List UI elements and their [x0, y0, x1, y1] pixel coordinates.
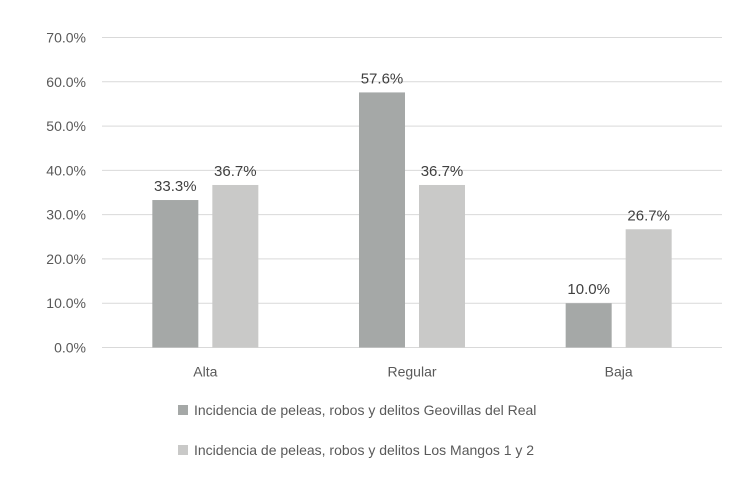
- data-labels: 33.3% 36.7% 57.6% 36.7% 10.0% 26.7%: [154, 70, 670, 298]
- data-label: 10.0%: [567, 281, 610, 298]
- legend: Incidencia de peleas, robos y delitos Ge…: [178, 400, 536, 480]
- data-label: 26.7%: [627, 207, 670, 224]
- gridlines: [102, 37, 722, 348]
- bar-series-1-regular: [359, 92, 405, 348]
- y-tick-label: 10.0%: [46, 295, 86, 311]
- bar-series-2-regular: [419, 184, 465, 348]
- legend-item-series-1: Incidencia de peleas, robos y delitos Ge…: [178, 400, 536, 420]
- category-labels: Alta Regular Baja: [193, 364, 633, 380]
- data-label: 36.7%: [421, 163, 464, 180]
- y-tick-label: 30.0%: [46, 207, 86, 223]
- legend-label-series-2: Incidencia de peleas, robos y delitos Lo…: [194, 442, 535, 458]
- category-label-alta: Alta: [193, 364, 217, 380]
- legend-swatch-series-2: [178, 445, 188, 455]
- y-tick-label: 70.0%: [46, 30, 86, 46]
- legend-item-series-2: Incidencia de peleas, robos y delitos Lo…: [178, 440, 536, 460]
- y-tick-label: 20.0%: [46, 251, 86, 267]
- y-tick-label: 0.0%: [54, 340, 86, 356]
- y-tick-label: 50.0%: [46, 118, 86, 134]
- legend-label-series-1: Incidencia de peleas, robos y delitos Ge…: [194, 402, 537, 418]
- legend-swatch-series-1: [178, 405, 188, 415]
- y-axis-ticks: 0.0% 10.0% 20.0% 30.0% 40.0% 50.0% 60.0% 70.0%: [46, 30, 86, 356]
- category-label-baja: Baja: [605, 364, 633, 380]
- category-label-regular: Regular: [387, 364, 436, 380]
- bar-series-2-alta: [212, 184, 259, 348]
- data-label: 36.7%: [214, 163, 257, 180]
- data-label: 57.6%: [361, 70, 404, 87]
- y-tick-label: 40.0%: [46, 162, 86, 178]
- bar-series-1-alta: [152, 200, 199, 348]
- y-tick-label: 60.0%: [46, 74, 86, 90]
- bars: [152, 92, 672, 348]
- bar-series-2-baja: [625, 229, 672, 348]
- bar-series-1-baja: [565, 303, 612, 348]
- data-label: 33.3%: [154, 178, 197, 195]
